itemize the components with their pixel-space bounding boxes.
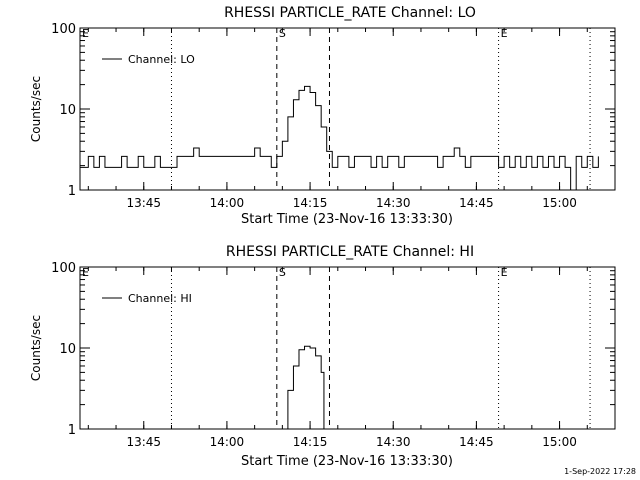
x-axis-label: Start Time (23-Nov-16 13:33:30) <box>241 454 453 469</box>
data-series <box>282 345 325 430</box>
axis-ticks: 13:45 14:00 14:15 14:30 14:45 15:00 1 10 100 <box>51 22 616 210</box>
footer-date: 1-Sep-2022 17:28 <box>564 467 636 476</box>
y-tick-label: 10 <box>59 103 76 118</box>
x-tick-label: 13:45 <box>126 435 161 449</box>
x-tick-label: 13:45 <box>126 196 161 210</box>
data-series <box>80 85 599 191</box>
marker-label: E <box>501 27 508 40</box>
chart-title: RHESSI PARTICLE_RATE Channel: HI <box>226 244 474 260</box>
x-axis-label: Start Time (23-Nov-16 13:33:30) <box>241 212 453 227</box>
y-axis-label: Counts/sec <box>29 315 43 381</box>
x-tick-label: 15:00 <box>542 196 577 210</box>
x-tick-label: 14:45 <box>459 435 494 449</box>
x-tick-label: 14:15 <box>293 435 328 449</box>
x-tick-label: 14:45 <box>459 196 494 210</box>
x-tick-label: 14:30 <box>376 196 411 210</box>
y-axis-label: Counts/sec <box>29 76 43 142</box>
series-line-0 <box>80 85 599 191</box>
legend-label: Channel: LO <box>128 53 195 66</box>
panel-hi: RHESSI PARTICLE_RATE Channel: HI 13:45 14… <box>29 244 616 469</box>
axis-ticks: 13:45 14:00 14:15 14:30 14:45 15:00 1 10 100 <box>51 261 616 449</box>
x-tick-label: 15:00 <box>542 435 577 449</box>
marker-label: E <box>82 266 89 279</box>
y-tick-label: 10 <box>59 342 76 357</box>
series-line-0 <box>282 345 325 430</box>
y-tick-label: 1 <box>68 423 76 438</box>
panel-lo: RHESSI PARTICLE_RATE Channel: LO 13:45 14… <box>29 5 616 227</box>
y-tick-label: 100 <box>51 261 76 276</box>
y-tick-label: 100 <box>51 22 76 37</box>
chart-title: RHESSI PARTICLE_RATE Channel: LO <box>224 5 476 21</box>
x-tick-label: 14:00 <box>210 196 245 210</box>
x-tick-label: 14:30 <box>376 435 411 449</box>
x-tick-label: 14:00 <box>210 435 245 449</box>
marker-label: E <box>82 27 89 40</box>
legend: Channel: HI <box>102 292 192 305</box>
legend-label: Channel: HI <box>128 292 192 305</box>
marker-label: S <box>279 266 286 279</box>
y-tick-label: 1 <box>68 184 76 199</box>
marker-label: E <box>501 266 508 279</box>
legend: Channel: LO <box>102 53 195 66</box>
marker-label: S <box>279 27 286 40</box>
x-tick-label: 14:15 <box>293 196 328 210</box>
